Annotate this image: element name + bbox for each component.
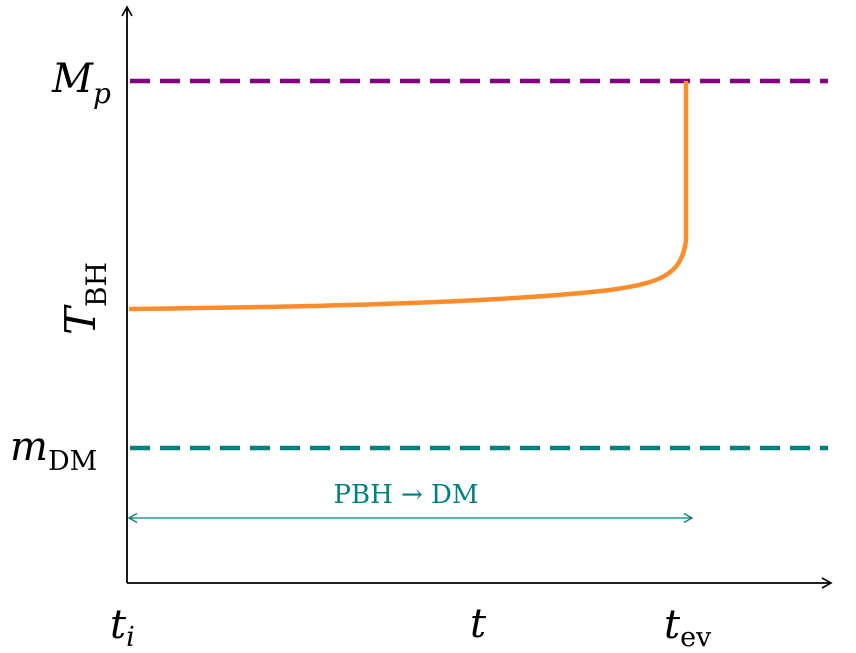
temperature-curve	[128, 81, 689, 312]
range-annotation: PBH → DM	[333, 480, 478, 510]
y-axis-title: TBH	[56, 262, 113, 335]
x-axis-title: t	[470, 601, 487, 647]
planck-mass-label: Mp	[51, 56, 111, 110]
dm-mass-label: mDM	[10, 424, 97, 477]
evaporation-time-label: tev	[664, 602, 712, 653]
initial-time-label: ti	[110, 602, 135, 653]
